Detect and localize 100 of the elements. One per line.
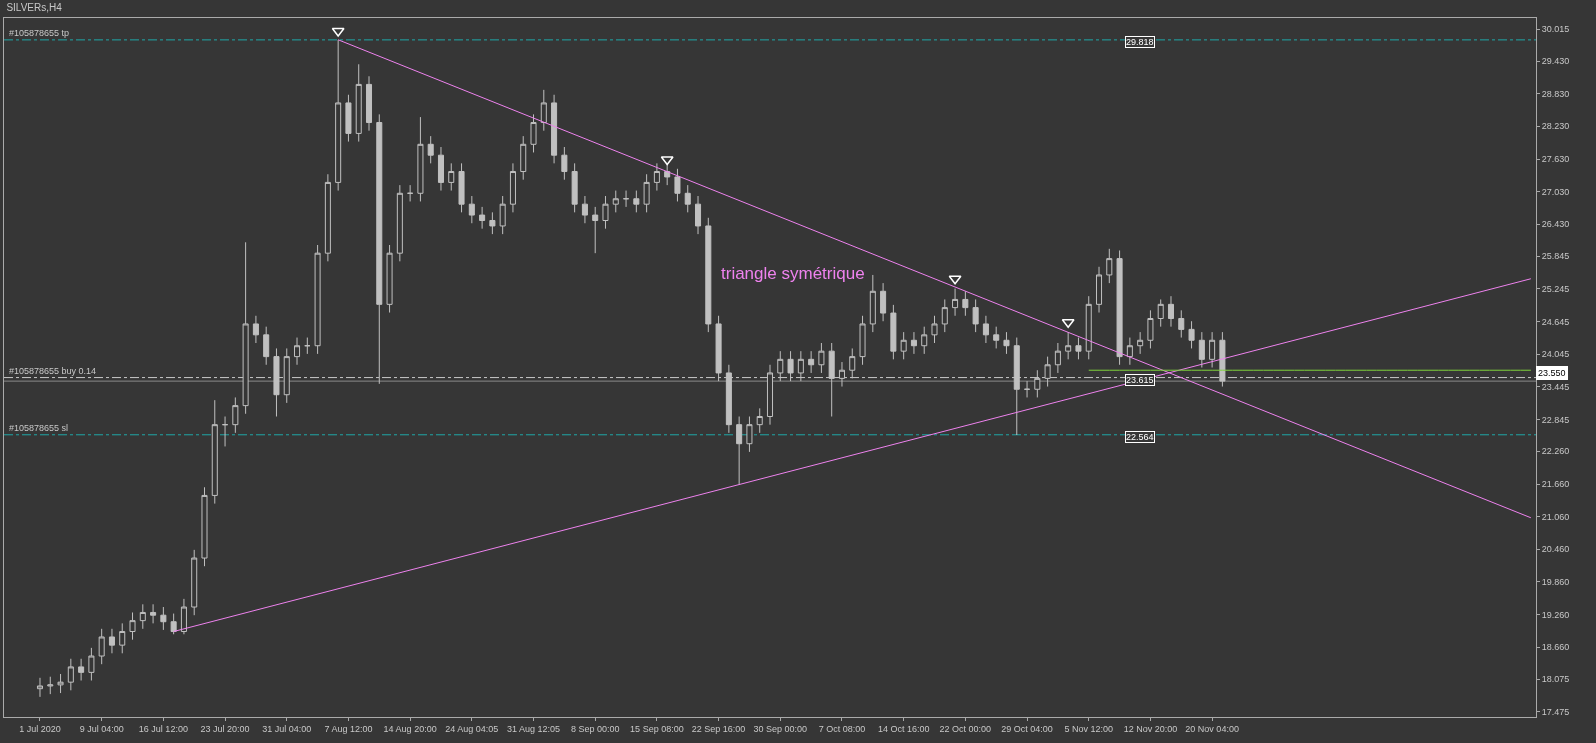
candlestick (47, 676, 54, 695)
y-tick-label: 22.845 (1541, 414, 1570, 425)
candlestick (365, 75, 373, 132)
candlestick (139, 603, 146, 630)
candlestick (695, 195, 702, 235)
point (660, 156, 674, 166)
y-tick-label: 27.630 (1541, 154, 1570, 165)
candlestick (170, 613, 177, 635)
candlestick (191, 549, 198, 616)
candlestick (211, 399, 218, 505)
x-tick-label: 31 Jul 04:00 (262, 723, 312, 734)
x-tick-label: 7 Oct 08:00 (818, 723, 866, 734)
x-tick-label: 29 Oct 04:00 (1001, 723, 1053, 734)
candlestick (427, 135, 434, 164)
ref-line-label: 23.550 (1538, 368, 1566, 378)
candlestick (499, 195, 506, 235)
candlestick (314, 244, 321, 355)
y-tick-label: 26.430 (1541, 219, 1570, 230)
candlestick (1054, 342, 1061, 374)
candlestick (1116, 249, 1123, 366)
x-tick-label: 9 Jul 04:00 (79, 723, 124, 734)
annotation: 29.818 (1126, 37, 1154, 47)
x-tick-label: 16 Jul 12:00 (138, 723, 188, 734)
candlestick (1106, 248, 1113, 284)
candlestick (345, 94, 352, 143)
candlestick (921, 326, 928, 355)
candlestick (1075, 337, 1082, 360)
candlestick (900, 331, 907, 360)
candlestick (304, 337, 311, 355)
candlestick (324, 173, 331, 262)
candlestick (684, 184, 691, 213)
candlestick (1085, 295, 1092, 360)
candlestick (746, 416, 753, 453)
candlestick (180, 598, 187, 635)
x-tick-label: 14 Aug 20:00 (383, 723, 437, 734)
candlestick (88, 647, 95, 682)
candlestick (108, 628, 115, 654)
ref-line-label: #105878655 sl (9, 423, 69, 433)
candlestick (1126, 337, 1133, 366)
candlestick (252, 315, 259, 344)
candlestick (859, 315, 866, 366)
candlestick (869, 274, 876, 333)
y-tick-label: 24.645 (1541, 316, 1570, 327)
annotation: 23.615 (1126, 375, 1154, 385)
point (331, 27, 345, 37)
candlestick (612, 190, 619, 213)
candlestick (479, 206, 486, 230)
x-tick-label: 30 Sep 00:00 (753, 723, 808, 734)
y-tick-label: 25.245 (1541, 283, 1570, 294)
candlestick (643, 173, 650, 213)
y-tick-label: 21.060 (1541, 511, 1570, 522)
candlestick (36, 677, 44, 698)
x-tick-label: 5 Nov 12:00 (1064, 723, 1114, 734)
candlestick (1209, 331, 1216, 368)
candlestick (437, 146, 444, 192)
x-tick-label: 20 Nov 04:00 (1185, 723, 1239, 734)
candlestick (263, 326, 270, 366)
x-tick-label: 24 Aug 04:05 (445, 723, 499, 734)
candlestick (509, 162, 516, 213)
candlestick (962, 290, 969, 317)
candlestick (407, 184, 414, 202)
point (1061, 319, 1075, 329)
candlestick (458, 162, 465, 213)
point (948, 275, 962, 285)
candlestick (78, 658, 85, 682)
candlestick (129, 611, 136, 641)
candlestick (160, 606, 167, 631)
candlestick (1096, 266, 1103, 314)
candlestick (756, 407, 763, 434)
candlestick (910, 331, 917, 355)
candlestick (1178, 309, 1185, 339)
candlestick (335, 39, 342, 192)
x-tick-label: 31 Aug 12:05 (506, 723, 561, 734)
y-tick-label: 30.015 (1541, 24, 1570, 35)
y-tick-label: 28.830 (1541, 88, 1570, 99)
y-tick-label: 18.660 (1541, 642, 1570, 653)
candlestick (581, 195, 588, 224)
candlestick (705, 217, 712, 333)
candlestick (1137, 331, 1144, 355)
candlestick (468, 195, 475, 224)
y-tick-label: 27.030 (1541, 186, 1570, 197)
candlestick (1198, 331, 1205, 368)
y-tick-label: 17.475 (1541, 706, 1570, 717)
candlestick (489, 211, 496, 235)
x-tick-label: 8 Sep 00:00 (570, 723, 620, 734)
candlestick (1024, 380, 1031, 398)
x-tick-label: 23 Jul 20:00 (200, 723, 250, 734)
candlestick (1147, 309, 1154, 349)
x-tick-label: 22 Sep 16:00 (691, 723, 746, 734)
candlestick (602, 195, 609, 230)
candlestick (880, 282, 887, 322)
candlestick (150, 603, 157, 624)
candlestick (952, 288, 959, 317)
candlestick (592, 206, 599, 254)
candlestick (571, 162, 578, 213)
candlestick (623, 190, 630, 208)
candlestick (561, 146, 568, 181)
candlestick (1167, 295, 1175, 328)
candlestick (540, 89, 547, 132)
ref-line-label: #105878655 tp (9, 28, 70, 38)
